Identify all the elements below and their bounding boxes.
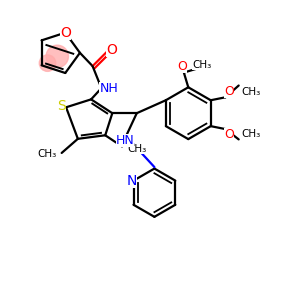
Text: N: N xyxy=(127,174,137,188)
Text: CH₃: CH₃ xyxy=(242,129,261,140)
Text: S: S xyxy=(57,99,66,113)
Text: CH₃: CH₃ xyxy=(127,144,147,154)
Circle shape xyxy=(46,45,68,68)
Text: CH₃: CH₃ xyxy=(192,60,212,70)
Text: CH₃: CH₃ xyxy=(37,149,56,159)
Circle shape xyxy=(39,55,56,71)
Text: HN: HN xyxy=(116,134,134,147)
Text: NH: NH xyxy=(99,82,118,95)
Text: CH₃: CH₃ xyxy=(242,87,261,97)
Text: O: O xyxy=(224,128,234,141)
Text: O: O xyxy=(224,85,234,98)
Text: O: O xyxy=(178,60,187,73)
Text: O: O xyxy=(60,26,71,40)
Text: O: O xyxy=(106,43,117,57)
